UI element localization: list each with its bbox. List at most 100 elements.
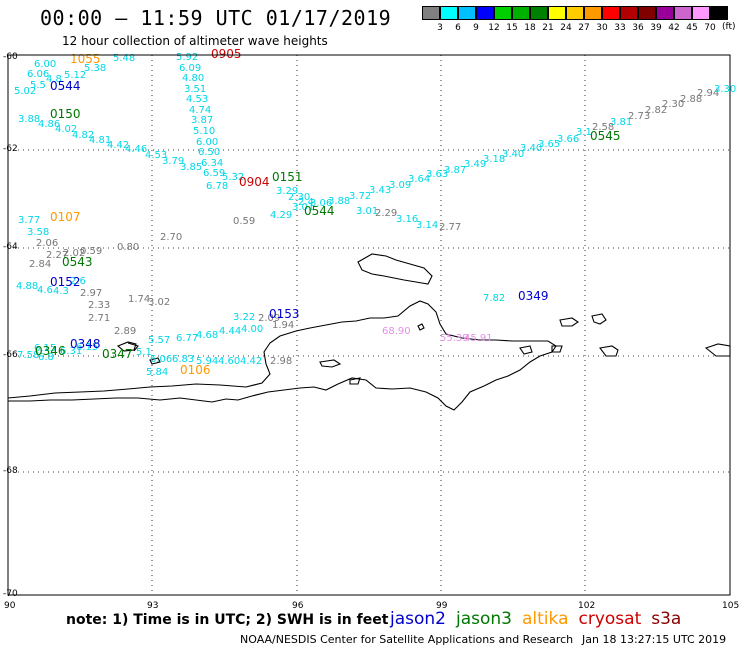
wave-height-label: 5.5	[30, 80, 46, 91]
color-scale-label: 18	[524, 23, 536, 33]
wave-height-label: 5.48	[113, 53, 135, 64]
wave-height-label: 5.84	[146, 367, 168, 378]
generated-timestamp: Jan 18 13:27:15 UTC 2019	[582, 633, 727, 646]
pass-time-label: 0544	[50, 79, 81, 93]
wave-height-label: 3.06	[310, 198, 332, 209]
lat-label: -70	[3, 589, 18, 599]
color-scale-swatch	[638, 6, 656, 20]
wave-height-label: 6.59	[203, 168, 225, 179]
wave-height-label: 2.77	[439, 222, 461, 233]
wave-height-label: 3.51	[184, 84, 206, 95]
color-scale-swatch	[530, 6, 548, 20]
wave-height-label: 3.49	[464, 159, 486, 170]
color-scale-swatch	[548, 6, 566, 20]
color-scale-swatch	[494, 6, 512, 20]
wave-height-label: 45.91	[464, 333, 493, 344]
wave-height-label: 4.46	[125, 144, 147, 155]
wave-height-label: 3.87	[191, 115, 213, 126]
pass-time-label: 0545	[590, 129, 621, 143]
wave-height-label: 3.64	[408, 174, 430, 185]
wave-height-label: 2.89	[114, 326, 136, 337]
pass-time-label: 0349	[518, 289, 549, 303]
wave-height-label: 2.88	[680, 94, 702, 105]
color-scale-label: 27	[578, 23, 590, 33]
wave-height-label: 5.92	[176, 52, 198, 63]
wave-height-label: 4.81	[89, 135, 111, 146]
wave-height-label: 6.06	[150, 354, 172, 365]
wave-height-label: 4.29	[270, 210, 292, 221]
wave-height-label: 5.38	[84, 63, 106, 74]
pass-time-label: 0348	[70, 337, 101, 351]
wave-height-label: 3.22	[233, 312, 255, 323]
wave-height-label: 3.02	[148, 297, 170, 308]
legend-entry-altika: altika	[522, 609, 569, 629]
wave-height-label: 2.6	[70, 276, 86, 287]
color-scale-unit: (ft)	[722, 22, 736, 32]
wave-height-label: 6.8	[38, 352, 54, 363]
color-scale-label: 70	[704, 23, 716, 33]
wave-height-label: 2.30	[288, 192, 310, 203]
wave-height-label: 2.02	[63, 248, 85, 259]
wave-height-label: 3.65	[538, 139, 560, 150]
color-scale-swatch	[674, 6, 692, 20]
wave-height-label: 2.82	[645, 105, 667, 116]
color-scale-label: 24	[560, 23, 572, 33]
wave-height-label: 4.53	[145, 150, 167, 161]
wave-height-label: 3.09	[389, 180, 411, 191]
lat-label: -64	[3, 242, 18, 252]
wave-height-label: 3.87	[444, 165, 466, 176]
wave-height-label: 6.34	[201, 158, 223, 169]
wave-height-label: 2.30	[662, 99, 684, 110]
wave-height-label: 3.1	[576, 127, 592, 138]
wave-height-label: 3.79	[162, 156, 184, 167]
wave-height-label: 5.10	[193, 126, 215, 137]
wave-height-label: 2.94	[697, 88, 719, 99]
color-scale-swatch	[476, 6, 494, 20]
color-scale-swatch	[602, 6, 620, 20]
color-scale-swatch	[512, 6, 530, 20]
wave-height-label: 3.30	[714, 84, 736, 95]
wave-height-label: 3.01	[292, 202, 314, 213]
wave-height-label: 6.09	[179, 63, 201, 74]
wave-height-label: 4.3	[53, 286, 69, 297]
wave-height-label: 1.74	[128, 294, 150, 305]
color-scale-swatch	[710, 6, 728, 20]
wave-height-label: 4.86	[38, 119, 60, 130]
color-scale-label: 30	[596, 23, 608, 33]
color-scale-swatch	[656, 6, 674, 20]
lon-label: 96	[292, 601, 304, 611]
pass-time-label: 0153	[269, 307, 300, 321]
wave-height-label: 4.74	[189, 105, 211, 116]
wave-height-label: 6.77	[176, 333, 198, 344]
pass-time-label: 1055	[70, 52, 101, 66]
color-scale-label: 9	[473, 23, 479, 33]
wave-height-label: 2.29	[375, 208, 397, 219]
lat-lon-grid	[8, 55, 730, 595]
color-scale-swatch	[458, 6, 476, 20]
lat-label: -68	[3, 466, 18, 476]
wave-height-label: 4.68	[196, 330, 218, 341]
color-scale-swatch	[422, 6, 440, 20]
wave-height-label: 2.06	[36, 238, 58, 249]
wave-height-label: 3.63	[426, 169, 448, 180]
wave-height-label: 0.80	[117, 242, 139, 253]
color-scale-swatch	[584, 6, 602, 20]
legend-entry-cryosat: cryosat	[578, 609, 642, 629]
wave-height-label: 2.97	[80, 288, 102, 299]
legend-entry-jason2: jason2	[390, 609, 446, 629]
wave-height-label: 6.06	[27, 69, 49, 80]
pass-time-label: 0347	[102, 347, 133, 361]
pass-time-label: 0152	[50, 275, 81, 289]
wave-height-label: 2.58	[592, 122, 614, 133]
wave-height-label: 4.44	[219, 326, 241, 337]
wave-height-label: 6.50	[198, 147, 220, 158]
color-scale-label: 42	[668, 23, 680, 33]
satellite-legend: jason2 jason3 altika cryosat s3a	[390, 609, 691, 629]
wave-height-label: 6.31	[60, 346, 82, 357]
lon-label: 105	[722, 601, 740, 611]
pass-time-label: 0106	[180, 363, 211, 377]
lat-label: -66	[3, 350, 18, 360]
wave-height-label: 0.59	[233, 216, 255, 227]
wave-height-label: 3.58	[27, 227, 49, 238]
